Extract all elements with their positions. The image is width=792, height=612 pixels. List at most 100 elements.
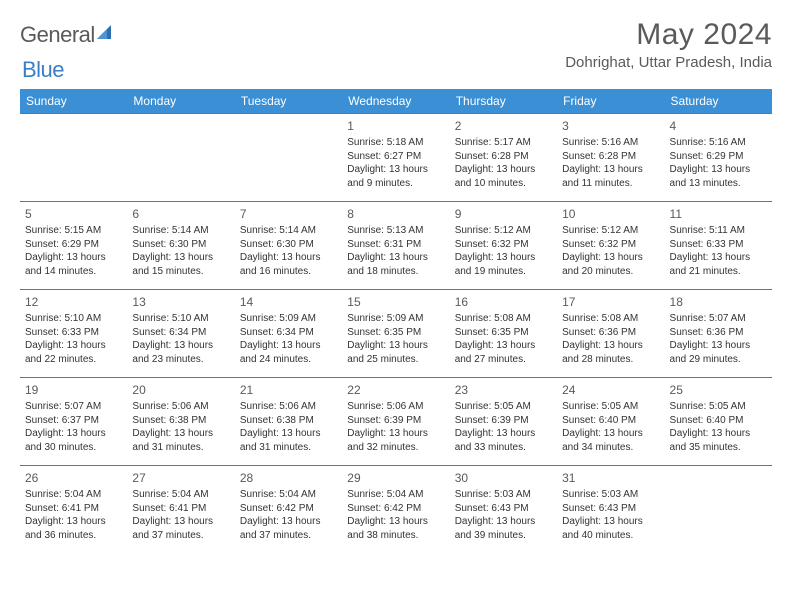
sunrise-line: Sunrise: 5:06 AM <box>132 400 229 414</box>
sunset-line: Sunset: 6:39 PM <box>455 414 552 428</box>
calendar-day-cell: 11Sunrise: 5:11 AMSunset: 6:33 PMDayligh… <box>665 202 772 290</box>
weekday-header: Monday <box>127 89 234 114</box>
day-number: 12 <box>25 294 122 310</box>
logo-text-blue: Blue <box>22 57 64 83</box>
calendar-table: SundayMondayTuesdayWednesdayThursdayFrid… <box>20 89 772 554</box>
sunrise-line: Sunrise: 5:15 AM <box>25 224 122 238</box>
day-number: 29 <box>347 470 444 486</box>
calendar-day-cell: 25Sunrise: 5:05 AMSunset: 6:40 PMDayligh… <box>665 378 772 466</box>
sunrise-line: Sunrise: 5:08 AM <box>562 312 659 326</box>
calendar-day-cell: 19Sunrise: 5:07 AMSunset: 6:37 PMDayligh… <box>20 378 127 466</box>
calendar-day-cell: 29Sunrise: 5:04 AMSunset: 6:42 PMDayligh… <box>342 466 449 554</box>
sunrise-line: Sunrise: 5:12 AM <box>562 224 659 238</box>
calendar-week-row: 5Sunrise: 5:15 AMSunset: 6:29 PMDaylight… <box>20 202 772 290</box>
daylight-line: Daylight: 13 hours and 30 minutes. <box>25 427 122 454</box>
sunrise-line: Sunrise: 5:04 AM <box>240 488 337 502</box>
calendar-empty-cell <box>235 114 342 202</box>
calendar-week-row: 19Sunrise: 5:07 AMSunset: 6:37 PMDayligh… <box>20 378 772 466</box>
day-number: 26 <box>25 470 122 486</box>
daylight-line: Daylight: 13 hours and 39 minutes. <box>455 515 552 542</box>
sunrise-line: Sunrise: 5:07 AM <box>25 400 122 414</box>
day-number: 31 <box>562 470 659 486</box>
calendar-day-cell: 13Sunrise: 5:10 AMSunset: 6:34 PMDayligh… <box>127 290 234 378</box>
logo-text-general: General <box>20 22 95 48</box>
sunset-line: Sunset: 6:28 PM <box>455 150 552 164</box>
daylight-line: Daylight: 13 hours and 10 minutes. <box>455 163 552 190</box>
sunrise-line: Sunrise: 5:03 AM <box>562 488 659 502</box>
day-number: 11 <box>670 206 767 222</box>
calendar-day-cell: 9Sunrise: 5:12 AMSunset: 6:32 PMDaylight… <box>450 202 557 290</box>
daylight-line: Daylight: 13 hours and 18 minutes. <box>347 251 444 278</box>
sunrise-line: Sunrise: 5:05 AM <box>455 400 552 414</box>
daylight-line: Daylight: 13 hours and 33 minutes. <box>455 427 552 454</box>
location-text: Dohrighat, Uttar Pradesh, India <box>565 54 772 71</box>
sunrise-line: Sunrise: 5:17 AM <box>455 136 552 150</box>
sunrise-line: Sunrise: 5:16 AM <box>670 136 767 150</box>
calendar-empty-cell <box>20 114 127 202</box>
sunset-line: Sunset: 6:34 PM <box>132 326 229 340</box>
day-number: 20 <box>132 382 229 398</box>
daylight-line: Daylight: 13 hours and 29 minutes. <box>670 339 767 366</box>
sunrise-line: Sunrise: 5:08 AM <box>455 312 552 326</box>
day-number: 14 <box>240 294 337 310</box>
calendar-day-cell: 4Sunrise: 5:16 AMSunset: 6:29 PMDaylight… <box>665 114 772 202</box>
sunrise-line: Sunrise: 5:11 AM <box>670 224 767 238</box>
calendar-day-cell: 26 Sunrise: 5:04 AMSunset: 6:41 PMDayligh… <box>20 466 127 554</box>
sunrise-line: Sunrise: 5:12 AM <box>455 224 552 238</box>
day-number: 15 <box>347 294 444 310</box>
weekday-header: Sunday <box>20 89 127 114</box>
sunset-line: Sunset: 6:41 PM <box>25 502 122 516</box>
day-number: 16 <box>455 294 552 310</box>
logo-sail-icon <box>95 23 115 48</box>
daylight-line: Daylight: 13 hours and 14 minutes. <box>25 251 122 278</box>
sunset-line: Sunset: 6:27 PM <box>347 150 444 164</box>
daylight-line: Daylight: 13 hours and 20 minutes. <box>562 251 659 278</box>
daylight-line: Daylight: 13 hours and 16 minutes. <box>240 251 337 278</box>
calendar-day-cell: 23Sunrise: 5:05 AMSunset: 6:39 PMDayligh… <box>450 378 557 466</box>
sunrise-line: Sunrise: 5:09 AM <box>347 312 444 326</box>
daylight-line: Daylight: 13 hours and 35 minutes. <box>670 427 767 454</box>
daylight-line: Daylight: 13 hours and 19 minutes. <box>455 251 552 278</box>
sunset-line: Sunset: 6:42 PM <box>347 502 444 516</box>
day-number: 17 <box>562 294 659 310</box>
calendar-day-cell: 30Sunrise: 5:03 AMSunset: 6:43 PMDayligh… <box>450 466 557 554</box>
sunset-line: Sunset: 6:37 PM <box>25 414 122 428</box>
sunset-line: Sunset: 6:33 PM <box>25 326 122 340</box>
calendar-day-cell: 6Sunrise: 5:14 AMSunset: 6:30 PMDaylight… <box>127 202 234 290</box>
sunrise-line: Sunrise: 5:13 AM <box>347 224 444 238</box>
day-number: 1 <box>347 118 444 134</box>
calendar-day-cell: 31Sunrise: 5:03 AMSunset: 6:43 PMDayligh… <box>557 466 664 554</box>
day-number: 6 <box>132 206 229 222</box>
daylight-line: Daylight: 13 hours and 21 minutes. <box>670 251 767 278</box>
calendar-day-cell: 5 Sunrise: 5:15 AMSunset: 6:29 PMDaylight… <box>20 202 127 290</box>
sunrise-line: Sunrise: 5:18 AM <box>347 136 444 150</box>
sunrise-line: Sunrise: 5:03 AM <box>455 488 552 502</box>
calendar-day-cell: 21Sunrise: 5:06 AMSunset: 6:38 PMDayligh… <box>235 378 342 466</box>
sunset-line: Sunset: 6:29 PM <box>25 238 122 252</box>
daylight-line: Daylight: 13 hours and 36 minutes. <box>25 515 122 542</box>
day-number: 10 <box>562 206 659 222</box>
sunrise-line: Sunrise: 5:04 AM <box>25 488 122 502</box>
day-number: 5 <box>25 206 122 222</box>
calendar-day-cell: 15Sunrise: 5:09 AMSunset: 6:35 PMDayligh… <box>342 290 449 378</box>
daylight-line: Daylight: 13 hours and 23 minutes. <box>132 339 229 366</box>
calendar-day-cell: 1Sunrise: 5:18 AMSunset: 6:27 PMDaylight… <box>342 114 449 202</box>
day-number: 8 <box>347 206 444 222</box>
calendar-day-cell: 8Sunrise: 5:13 AMSunset: 6:31 PMDaylight… <box>342 202 449 290</box>
day-number: 22 <box>347 382 444 398</box>
calendar-day-cell: 24Sunrise: 5:05 AMSunset: 6:40 PMDayligh… <box>557 378 664 466</box>
calendar-day-cell: 28Sunrise: 5:04 AMSunset: 6:42 PMDayligh… <box>235 466 342 554</box>
weekday-header: Wednesday <box>342 89 449 114</box>
daylight-line: Daylight: 13 hours and 34 minutes. <box>562 427 659 454</box>
daylight-line: Daylight: 13 hours and 31 minutes. <box>132 427 229 454</box>
sunset-line: Sunset: 6:35 PM <box>455 326 552 340</box>
sunset-line: Sunset: 6:38 PM <box>240 414 337 428</box>
calendar-week-row: 1 Sunrise: 5:18 AMSunset: 6:27 PM Daylight… <box>20 114 772 202</box>
sunset-line: Sunset: 6:29 PM <box>670 150 767 164</box>
calendar-day-cell: 27Sunrise: 5:04 AMSunset: 6:41 PMDayligh… <box>127 466 234 554</box>
sunrise-line: Sunrise: 5:10 AM <box>25 312 122 326</box>
sunrise-line: Sunrise: 5:14 AM <box>240 224 337 238</box>
sunset-line: Sunset: 6:32 PM <box>455 238 552 252</box>
day-number: 24 <box>562 382 659 398</box>
day-number: 4 <box>670 118 767 134</box>
